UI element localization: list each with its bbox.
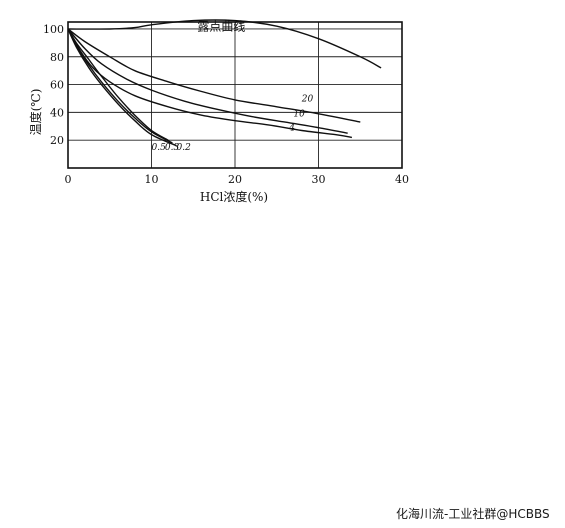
- curve-labels: 露点曲线 20 10 4 0.5 0.30.2: [152, 19, 314, 153]
- y-tick-labels: 20 40 60 80 100: [43, 23, 64, 147]
- series-line-3: [67, 28, 353, 139]
- series-label-3: 4: [288, 123, 295, 133]
- series-line-0: [67, 19, 382, 69]
- series-line-4: [67, 28, 169, 141]
- series-line-6: [67, 28, 177, 147]
- y-tick-label: 80: [50, 51, 64, 64]
- curves: [67, 19, 382, 147]
- series-label-0: 露点曲线: [197, 19, 245, 33]
- series-line-5: [67, 28, 173, 144]
- series-line-1: [67, 28, 361, 123]
- y-axis-label: 温度(℃): [28, 89, 43, 136]
- y-tick-label: 60: [50, 79, 64, 92]
- plot-border: [67, 21, 403, 169]
- x-tick-label: 40: [395, 173, 409, 186]
- series-label-4: 0.5: [152, 143, 167, 153]
- series-label-2: 10: [293, 110, 305, 120]
- y-tick-label: 40: [50, 106, 64, 119]
- series-label-6: 0.2: [177, 143, 192, 153]
- series-line-2: [67, 28, 348, 134]
- x-tick-label: 10: [145, 173, 159, 186]
- x-tick-label: 0: [65, 173, 72, 186]
- plot-frame: [67, 21, 403, 169]
- y-tick-label: 100: [43, 23, 64, 36]
- x-axis-label: HCl浓度(%): [200, 189, 268, 204]
- series-label-5: 0.3: [165, 143, 180, 153]
- grid: [68, 22, 402, 168]
- series-label-1: 20: [301, 94, 314, 104]
- watermark-text: 化海川流-工业社群@HCBBS: [396, 507, 550, 521]
- y-tick-label: 20: [50, 134, 64, 147]
- x-tick-label: 20: [228, 173, 242, 186]
- x-tick-label: 30: [312, 173, 326, 186]
- x-tick-labels: 0 10 20 30 40: [65, 173, 410, 186]
